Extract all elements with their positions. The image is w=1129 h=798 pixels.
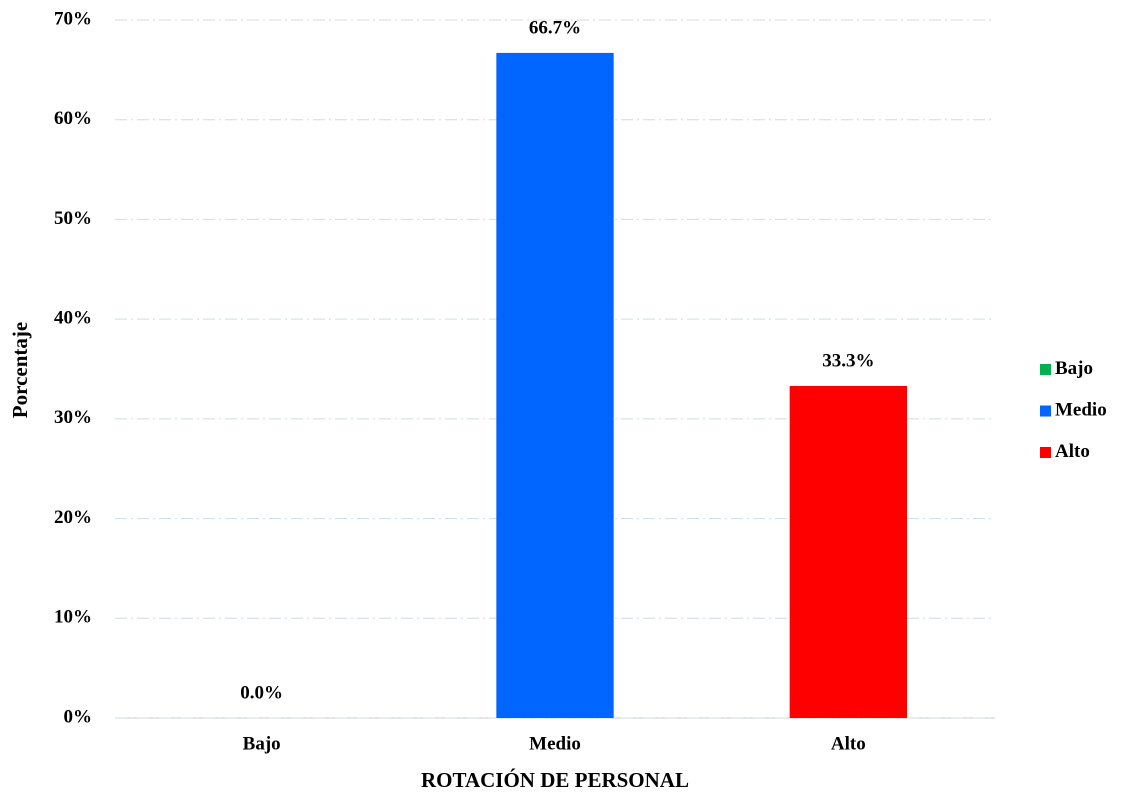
y-tick-label: 0% xyxy=(64,706,93,727)
y-tick-label: 40% xyxy=(54,308,92,329)
legend-swatch xyxy=(1040,364,1051,375)
value-label: 33.3% xyxy=(822,350,874,371)
x-tick-label: Bajo xyxy=(243,733,281,754)
value-label: 0.0% xyxy=(240,682,283,703)
y-tick-label: 50% xyxy=(54,208,92,229)
legend-label: Bajo xyxy=(1055,358,1093,379)
legend-swatch xyxy=(1040,447,1051,458)
y-tick-label: 10% xyxy=(54,607,92,628)
value-label: 66.7% xyxy=(529,17,581,38)
y-tick-label: 20% xyxy=(54,507,92,528)
y-tick-label: 70% xyxy=(54,8,92,29)
legend-label: Alto xyxy=(1055,441,1090,462)
legend-swatch xyxy=(1040,405,1051,417)
bar xyxy=(496,52,614,719)
y-tick-label: 60% xyxy=(54,108,92,129)
y-axis-title: Porcentaje xyxy=(8,322,32,418)
bar xyxy=(789,385,907,718)
x-tick-label: Alto xyxy=(831,733,866,754)
x-tick-label: Medio xyxy=(529,733,581,754)
x-axis-title: ROTACIÓN DE PERSONAL xyxy=(421,768,689,792)
legend-label: Medio xyxy=(1055,399,1107,420)
y-tick-label: 30% xyxy=(54,407,92,428)
